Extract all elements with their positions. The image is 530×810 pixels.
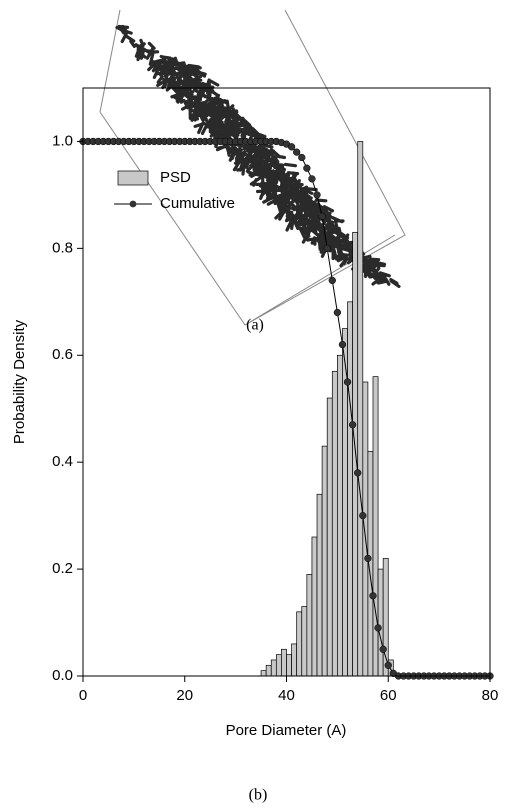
x-tick-label: 20 [176, 687, 193, 704]
x-tick-label: 80 [482, 687, 499, 704]
bar [352, 231, 359, 677]
point [318, 212, 326, 220]
legend-label: PSD [160, 169, 191, 186]
x-axis-label: Pore Diameter (A) [226, 722, 347, 739]
bar [291, 643, 298, 677]
bar [337, 354, 343, 677]
bar [321, 445, 328, 677]
legend-swatch [117, 170, 149, 186]
point [364, 554, 372, 563]
bar [362, 381, 369, 677]
caption: (a) [246, 317, 264, 334]
bar [275, 654, 282, 677]
bar [296, 611, 303, 677]
point [359, 511, 367, 520]
point [298, 153, 306, 162]
point [333, 308, 342, 317]
x-tick-label: 40 [278, 687, 295, 704]
point [354, 469, 362, 477]
bar [286, 654, 292, 677]
point [348, 421, 357, 429]
point [287, 143, 296, 151]
point [328, 276, 336, 285]
y-axis-label: Probability Density [11, 319, 28, 444]
y-tick-label: 0.0 [52, 667, 73, 684]
bar [270, 659, 277, 677]
caption: (b) [249, 787, 268, 804]
bar [326, 397, 333, 677]
bar [260, 670, 267, 677]
bar [377, 568, 384, 677]
legend-swatch [129, 200, 137, 208]
bar [306, 574, 313, 677]
bar [331, 370, 338, 677]
point [338, 340, 347, 349]
point [369, 592, 377, 600]
bar [347, 301, 353, 677]
bar [301, 606, 308, 677]
bar [357, 141, 364, 677]
bar [281, 648, 287, 677]
point [303, 164, 311, 172]
point [323, 244, 331, 253]
y-tick-label: 0.8 [52, 239, 73, 256]
x-tick-label: 60 [380, 687, 397, 704]
bar [311, 536, 318, 677]
point [379, 645, 387, 653]
y-tick-label: 0.4 [52, 453, 73, 470]
point [293, 148, 301, 156]
point [313, 191, 321, 199]
bar [265, 664, 272, 677]
bar [316, 493, 323, 677]
point [374, 624, 382, 632]
point [343, 378, 352, 386]
y-tick-label: 0.6 [52, 346, 73, 363]
y-tick-label: 1.0 [52, 132, 73, 149]
point [384, 661, 392, 669]
y-tick-label: 0.2 [52, 560, 73, 577]
x-tick-label: 0 [79, 687, 87, 704]
point [308, 175, 316, 183]
legend-label: Cumulative [160, 195, 235, 212]
